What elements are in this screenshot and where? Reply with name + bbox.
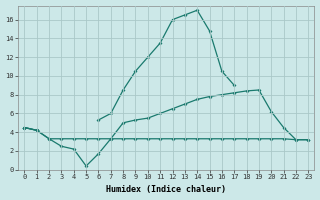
X-axis label: Humidex (Indice chaleur): Humidex (Indice chaleur) (106, 185, 226, 194)
